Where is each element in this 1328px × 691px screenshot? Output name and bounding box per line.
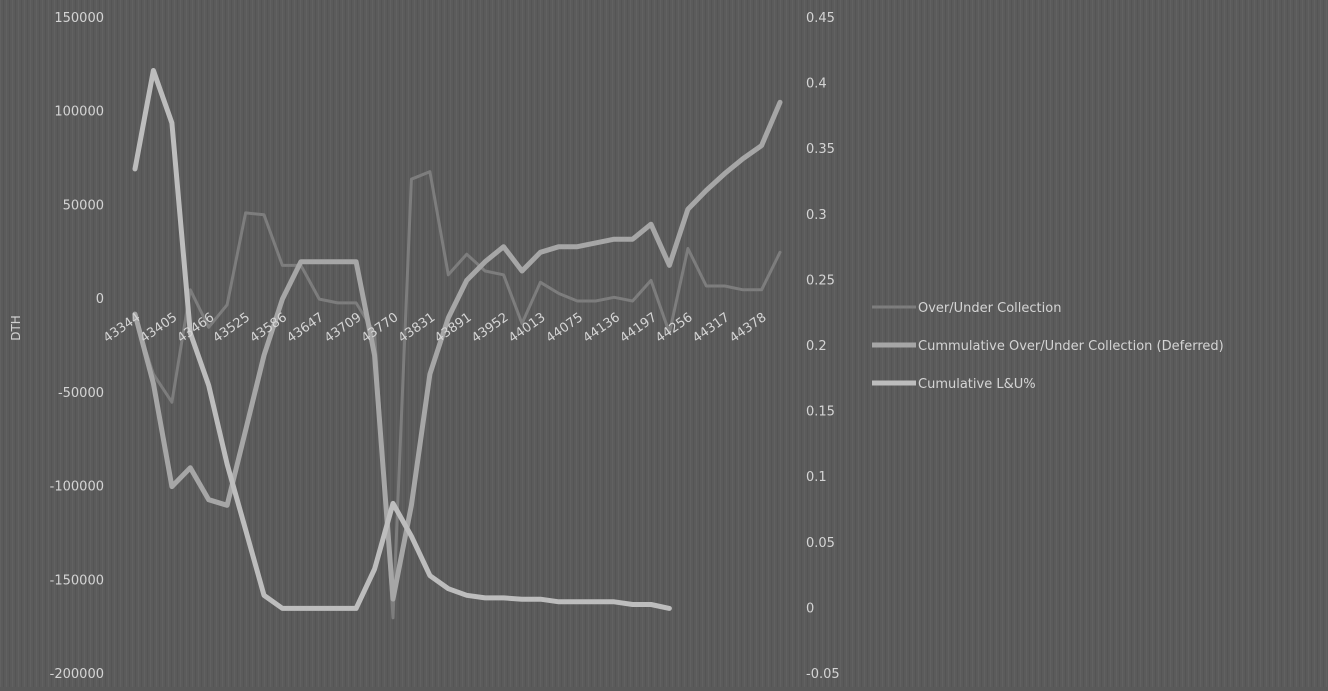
left-axis-ticks: -200000 -150000 -100000 -50000 0 50000 100000 1… bbox=[50, 11, 104, 682]
right-tick-label: 0.1 bbox=[806, 470, 827, 485]
left-tick-label: 150000 bbox=[54, 11, 104, 26]
right-tick-label: 0.3 bbox=[806, 208, 827, 223]
right-tick-label: 0 bbox=[806, 601, 814, 616]
right-tick-label: -0.05 bbox=[806, 667, 840, 682]
series-line-1 bbox=[133, 170, 782, 620]
right-tick-label: 0.05 bbox=[806, 536, 835, 551]
right-axis-ticks: -0.05 0 0.05 0.1 0.15 0.2 0.25 0.3 0.35 0.4 0.45 bbox=[806, 11, 840, 682]
left-tick-label: 100000 bbox=[54, 105, 104, 120]
left-tick-label: 50000 bbox=[63, 198, 104, 213]
left-tick-label: -50000 bbox=[58, 386, 104, 401]
legend-label: Cummulative Over/Under Collection (Defer… bbox=[918, 339, 1224, 354]
series-lines bbox=[132, 68, 783, 620]
right-tick-label: 0.15 bbox=[806, 405, 835, 420]
series-line-2 bbox=[132, 99, 783, 602]
right-tick-label: 0.4 bbox=[806, 77, 827, 92]
right-tick-label: 0.35 bbox=[806, 142, 835, 157]
y-axis-label: DTH bbox=[9, 315, 23, 341]
right-tick-label: 0.45 bbox=[806, 11, 835, 26]
right-tick-label: 0.25 bbox=[806, 273, 835, 288]
legend-label: Cumulative L&U% bbox=[918, 377, 1036, 392]
series-line-3 bbox=[132, 68, 672, 611]
legend: Over/Under Collection Cummulative Over/Un… bbox=[872, 301, 1224, 392]
legend-label: Over/Under Collection bbox=[918, 301, 1061, 316]
left-tick-label: -200000 bbox=[50, 667, 104, 682]
right-tick-label: 0.2 bbox=[806, 339, 827, 354]
left-tick-label: -100000 bbox=[50, 480, 104, 495]
left-tick-label: 0 bbox=[96, 292, 104, 307]
left-tick-label: -150000 bbox=[50, 573, 104, 588]
